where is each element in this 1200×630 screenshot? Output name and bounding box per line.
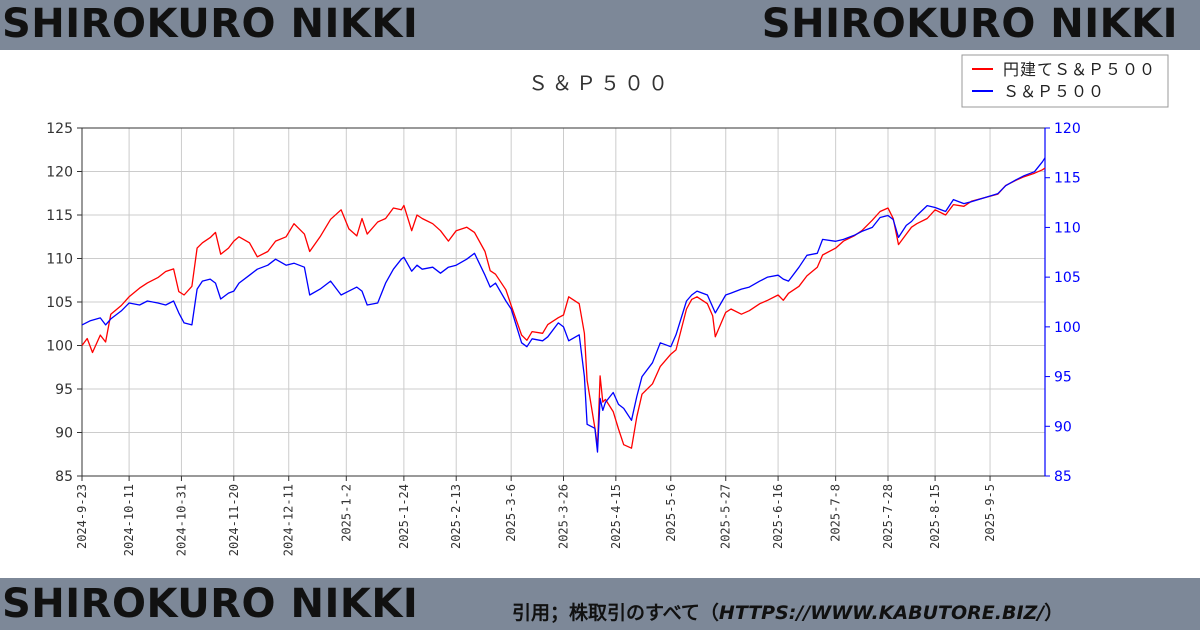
right-tick-label: 120 [1054,121,1081,137]
x-tick-label: 2025-5-27 [719,484,733,549]
right-tick-label: 95 [1054,370,1072,386]
legend-label-usd: Ｓ＆Ｐ５００ [1003,82,1105,101]
left-tick-label: 125 [46,121,73,137]
x-tick-label: 2024-12-11 [282,484,296,556]
brand-top-right: SHIROKURO NIKKI [761,1,1178,47]
left-y-axis: 85 90 95 100 105 110 115 120 125 [46,121,82,485]
brand-bottom-left: SHIROKURO NIKKI [2,581,419,627]
credit-prefix: 引用；株取引のすべて（ [512,602,719,624]
x-tick-label: 2025-3-26 [557,484,571,549]
left-tick-label: 85 [55,469,73,485]
left-tick-label: 110 [46,252,73,268]
right-tick-label: 100 [1054,320,1081,336]
x-axis: 2024-9-23 2024-10-11 2024-10-31 2024-11-20 2… [75,476,997,556]
source-credit: 引用；株取引のすべて（HTTPS://WWW.KABUTORE.BIZ/） [512,598,1063,625]
x-tick-label: 2025-6-16 [771,484,785,549]
x-tick-label: 2024-9-23 [75,484,89,549]
right-tick-label: 115 [1054,171,1081,187]
x-tick-label: 2025-1-24 [397,484,411,549]
x-tick-label: 2024-11-20 [227,484,241,556]
bottom-banner [0,578,1200,630]
chart-legend: 円建てＳ＆Ｐ５００ Ｓ＆Ｐ５００ [961,54,1169,108]
right-y-axis: 85 90 95 100 105 110 115 120 [1044,121,1081,485]
x-tick-label: 2025-1-2 [339,484,353,542]
x-tick-label: 2025-9-5 [983,484,997,542]
right-tick-label: 85 [1054,469,1072,485]
x-tick-label: 2025-5-6 [664,484,678,542]
series-line-sp500 [81,157,1046,453]
x-tick-label: 2025-8-15 [928,484,942,549]
left-tick-label: 105 [46,295,73,311]
left-tick-label: 95 [55,382,73,398]
right-tick-label: 105 [1054,270,1081,286]
chart-series [81,157,1046,453]
top-banner [0,0,1200,50]
credit-suffix: ） [1044,602,1064,624]
left-tick-label: 100 [46,339,73,355]
left-tick-label: 115 [46,208,73,224]
chart-grid [81,127,1045,477]
x-tick-label: 2025-7-8 [829,484,843,542]
legend-label-yen: 円建てＳ＆Ｐ５００ [1003,60,1156,79]
chart-title: Ｓ＆Ｐ５００ [528,71,672,95]
sp500-chart: 85 90 95 100 105 110 115 120 125 85 90 95 100 105 110… [46,54,1169,556]
right-tick-label: 90 [1054,419,1072,435]
x-tick-label: 2025-2-13 [449,484,463,549]
credit-url[interactable]: HTTPS://WWW.KABUTORE.BIZ/ [718,602,1045,624]
x-tick-label: 2025-7-28 [881,484,895,549]
brand-top-left: SHIROKURO NIKKI [2,1,419,47]
x-tick-label: 2025-3-6 [504,484,518,542]
x-tick-label: 2024-10-31 [174,484,188,556]
left-tick-label: 90 [55,426,73,442]
left-tick-label: 120 [46,165,73,181]
right-tick-label: 110 [1054,220,1081,236]
x-tick-label: 2024-10-11 [122,484,136,556]
x-tick-label: 2025-4-15 [609,484,623,549]
series-line-yen-sp500 [81,167,1046,449]
